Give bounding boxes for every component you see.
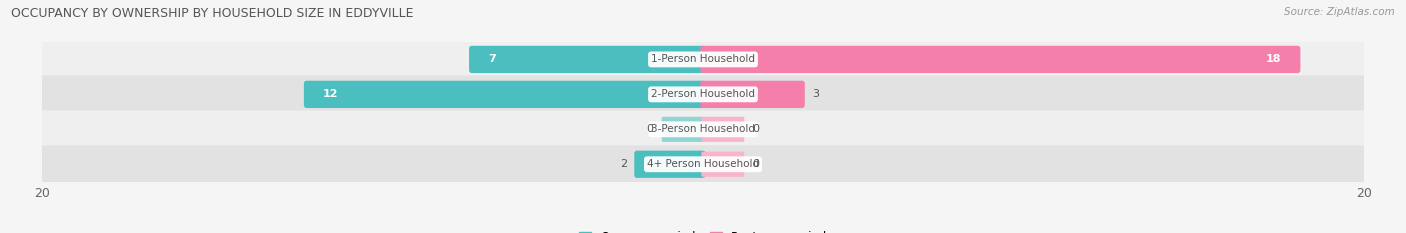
Text: Source: ZipAtlas.com: Source: ZipAtlas.com (1284, 7, 1395, 17)
Text: 1-Person Household: 1-Person Household (651, 55, 755, 64)
Text: 2-Person Household: 2-Person Household (651, 89, 755, 99)
FancyBboxPatch shape (702, 152, 744, 177)
Text: 3-Person Household: 3-Person Household (651, 124, 755, 134)
Legend: Owner-occupied, Renter-occupied: Owner-occupied, Renter-occupied (574, 226, 832, 233)
FancyBboxPatch shape (470, 46, 706, 73)
FancyBboxPatch shape (702, 117, 744, 142)
FancyBboxPatch shape (41, 41, 1365, 78)
FancyBboxPatch shape (41, 75, 1365, 113)
Text: 0: 0 (752, 124, 759, 134)
Text: 3: 3 (813, 89, 820, 99)
FancyBboxPatch shape (304, 81, 706, 108)
FancyBboxPatch shape (41, 145, 1365, 183)
Text: 12: 12 (323, 89, 339, 99)
Text: OCCUPANCY BY OWNERSHIP BY HOUSEHOLD SIZE IN EDDYVILLE: OCCUPANCY BY OWNERSHIP BY HOUSEHOLD SIZE… (11, 7, 413, 20)
FancyBboxPatch shape (662, 117, 704, 142)
Text: 4+ Person Household: 4+ Person Household (647, 159, 759, 169)
Text: 0: 0 (752, 159, 759, 169)
FancyBboxPatch shape (700, 46, 1301, 73)
FancyBboxPatch shape (700, 81, 804, 108)
Text: 7: 7 (488, 55, 496, 64)
Text: 18: 18 (1265, 55, 1281, 64)
FancyBboxPatch shape (634, 151, 706, 178)
Text: 2: 2 (620, 159, 627, 169)
FancyBboxPatch shape (41, 110, 1365, 148)
Text: 0: 0 (647, 124, 654, 134)
